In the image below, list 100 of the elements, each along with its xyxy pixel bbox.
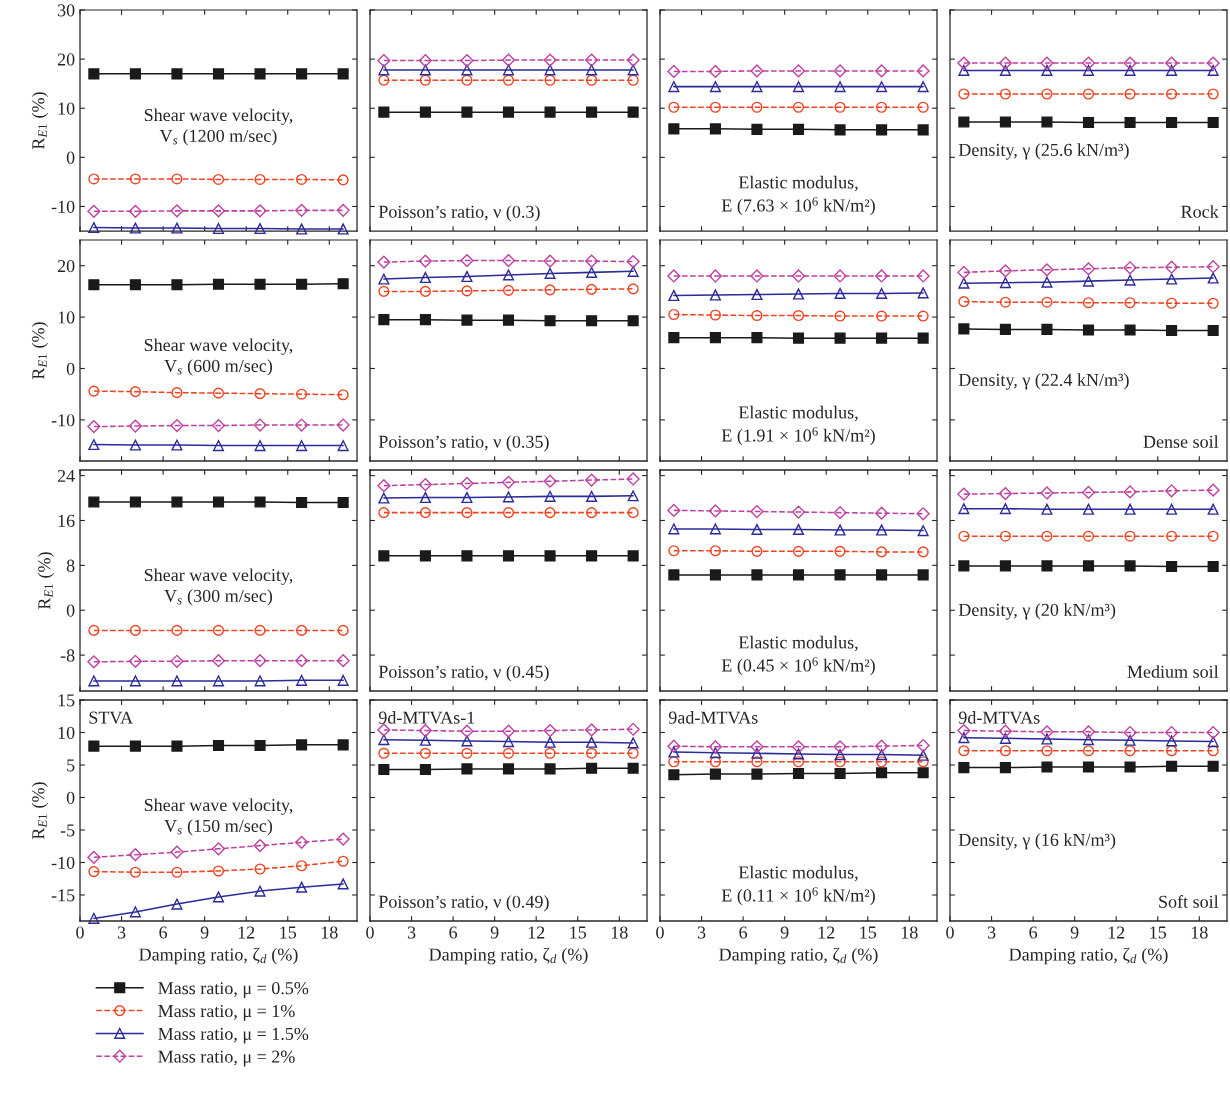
- point: [1166, 503, 1178, 515]
- point: [667, 269, 681, 283]
- y-tick-label: -10: [51, 414, 75, 427]
- point: [171, 222, 183, 234]
- point: [544, 763, 556, 775]
- point: [88, 912, 100, 924]
- point: [1207, 324, 1219, 337]
- point: [461, 64, 473, 76]
- point: [295, 654, 309, 668]
- point: [668, 756, 680, 768]
- point: [211, 842, 226, 856]
- point: [1082, 745, 1095, 757]
- point: [461, 270, 473, 283]
- point: [1207, 116, 1219, 129]
- point: [419, 74, 431, 86]
- legend-label: Mass ratio, μ = 1.5%: [158, 1027, 309, 1044]
- point: [544, 736, 556, 748]
- y-tick-label: -5: [60, 824, 75, 837]
- x-tick-label: 9: [780, 926, 789, 939]
- point: [875, 739, 889, 753]
- point: [502, 269, 515, 281]
- point: [336, 418, 350, 432]
- point: [502, 491, 515, 503]
- point: [1040, 725, 1054, 739]
- annotation: 9ad-MTVAs: [668, 711, 758, 724]
- annotation: Medium soil: [1127, 665, 1219, 678]
- point: [87, 655, 101, 669]
- point: [502, 64, 515, 76]
- point: [626, 722, 640, 736]
- point: [708, 740, 722, 754]
- point: [543, 254, 557, 268]
- point: [708, 269, 722, 283]
- point: [627, 315, 639, 327]
- point: [502, 747, 515, 759]
- point: [668, 545, 680, 557]
- point: [792, 309, 805, 322]
- legend-label: Mass ratio, μ = 0.5%: [158, 982, 309, 998]
- x-tick-label: 0: [366, 926, 374, 939]
- point: [377, 53, 391, 68]
- point: [378, 550, 390, 562]
- annotation: 9d-MTVAs: [958, 711, 1040, 724]
- point: [999, 503, 1011, 515]
- point: [128, 654, 142, 668]
- annotation: Poisson’s ratio, ν (0.3): [378, 205, 540, 222]
- point: [171, 624, 183, 636]
- point: [336, 654, 350, 668]
- point: [876, 310, 888, 322]
- point: [377, 255, 391, 269]
- point: [876, 546, 888, 558]
- y-tick-label: -8: [60, 649, 75, 662]
- point: [419, 271, 431, 284]
- point: [337, 878, 349, 890]
- point: [586, 106, 598, 118]
- point: [709, 747, 721, 759]
- point: [585, 473, 599, 487]
- point: [999, 560, 1011, 572]
- point: [1082, 761, 1095, 773]
- point: [1082, 88, 1095, 100]
- point: [87, 850, 101, 864]
- point: [254, 173, 266, 185]
- point: [461, 763, 473, 775]
- point: [88, 438, 100, 451]
- annotation: Density, γ (25.6 kN/m³): [958, 143, 1129, 160]
- point: [792, 288, 805, 300]
- point: [586, 266, 598, 278]
- point: [88, 866, 100, 878]
- point: [792, 123, 805, 135]
- point: [1124, 88, 1136, 100]
- point: [668, 769, 680, 781]
- point: [378, 64, 390, 76]
- point: [917, 287, 929, 299]
- point: [1124, 116, 1136, 129]
- point: [751, 123, 763, 135]
- point: [378, 492, 390, 504]
- point: [751, 545, 763, 557]
- point: [1124, 297, 1136, 309]
- point: [171, 866, 183, 878]
- point: [834, 310, 846, 322]
- point: [999, 530, 1011, 542]
- point: [751, 81, 763, 93]
- point: [461, 314, 473, 326]
- y-tick-label: -10: [51, 200, 75, 213]
- point: [171, 173, 183, 185]
- y-axis-title: R$_{E1}$ (%): [37, 552, 55, 610]
- point: [751, 523, 763, 536]
- point: [253, 654, 267, 668]
- point: [296, 278, 308, 290]
- point: [1081, 485, 1096, 500]
- point: [378, 273, 390, 285]
- x-tick-label: 6: [449, 926, 458, 939]
- point: [751, 569, 763, 581]
- point: [791, 505, 806, 519]
- point: [544, 747, 556, 759]
- point: [337, 389, 349, 401]
- point: [917, 767, 929, 779]
- point: [917, 756, 929, 768]
- point: [1166, 735, 1178, 747]
- point: [709, 569, 721, 581]
- y-tick-label: 16: [58, 514, 75, 527]
- point: [833, 269, 847, 283]
